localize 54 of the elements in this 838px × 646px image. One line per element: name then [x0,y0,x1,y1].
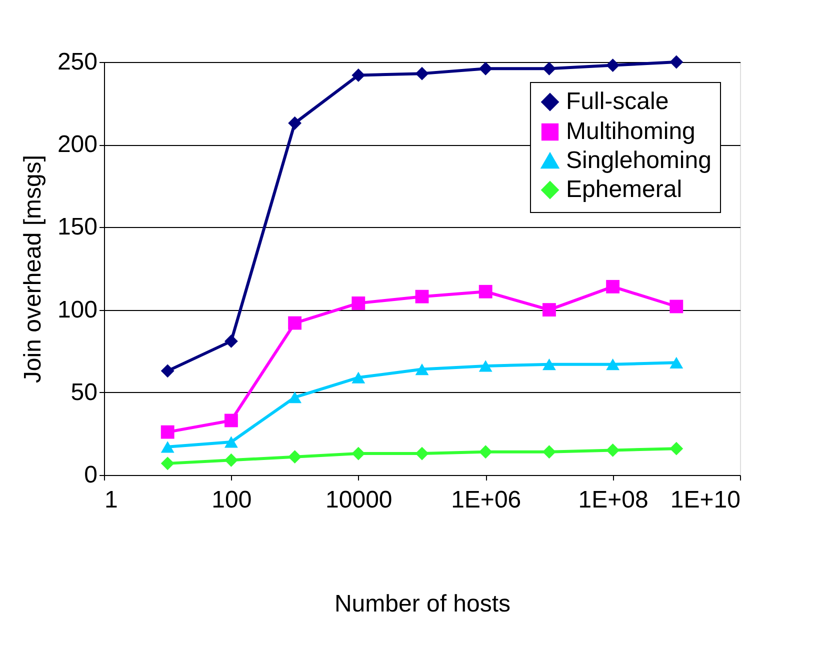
legend-label: Full-scale [566,88,669,115]
legend-label: Ephemeral [566,176,682,203]
point [606,58,620,72]
point [224,414,238,428]
x-tick-label: 1E+08 [578,486,648,514]
y-tick-label: 200 [57,131,98,158]
point [478,360,492,372]
point [224,436,238,448]
point [352,68,366,82]
point [606,358,620,370]
point [670,356,684,368]
point [478,445,492,459]
point [542,445,556,459]
y-axis-title: Join overhead [msgs] [19,154,46,384]
point [160,425,174,439]
y-tick-label: 0 [84,462,98,488]
x-tick-label: 100 [212,486,252,514]
y-tick-label: 150 [57,214,98,241]
legend-label: Singlehoming [566,147,712,174]
legend-label: Multihoming [566,118,696,145]
x-tick-label: 1E+06 [451,486,522,514]
point [160,364,174,378]
point [606,444,620,457]
point [160,441,174,453]
x-tick-label: 1 [104,486,118,514]
point [670,300,684,314]
point [542,358,556,370]
point [542,62,556,76]
point [224,453,238,467]
point [352,446,366,460]
point [670,442,684,456]
point [670,55,684,69]
y-tick-label: 50 [70,378,98,406]
point [288,316,302,330]
point [352,296,366,310]
point [160,456,174,470]
y-tick-label: 100 [57,296,98,324]
point [415,290,429,304]
point [478,284,492,298]
x-tick-label: 1E+10 [670,486,740,514]
x-axis-title: Number of hosts [334,590,511,618]
point [478,62,492,76]
point [415,66,429,80]
point [415,446,429,460]
y-tick-label: 250 [57,48,98,76]
point [542,303,556,317]
point [606,280,620,294]
point [288,450,302,464]
x-tick-label: 10000 [326,486,392,514]
point [224,334,238,348]
point [352,372,366,384]
point [415,363,429,376]
point [288,116,302,130]
point [288,392,302,404]
